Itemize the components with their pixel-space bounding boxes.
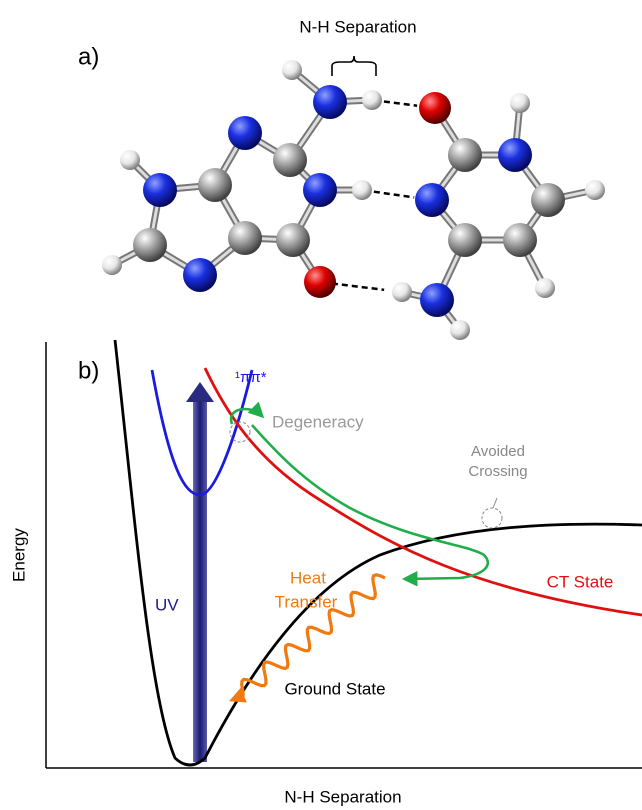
degeneracy-label: Degeneracy [272,412,364,431]
atom [535,278,555,298]
molecule [102,60,605,340]
atom [228,116,262,150]
atom [304,266,336,298]
avoided-crossing-label: Avoided [471,443,525,460]
atom [531,183,565,217]
bracket-label: N-H Separation [299,17,416,36]
heat-transfer-label: Transfer [275,592,338,611]
uv-arrow-shaft [193,400,207,762]
atom [585,180,605,200]
atom [228,221,262,255]
avoided-crossing-label: Crossing [468,463,527,480]
atom [503,223,537,257]
atom [276,223,310,257]
atom [450,320,470,340]
panel-label: b) [78,357,99,384]
atom [419,92,451,124]
bracket [332,56,376,76]
atom [303,173,337,207]
x-axis-label: N-H Separation [284,787,401,806]
atom [448,223,482,257]
figure: N-H Separation a) b) Energy N-H Separati… [0,0,642,810]
atom [120,150,140,170]
hydrogen-bond [332,283,384,289]
ground-state-label: Ground State [284,679,385,698]
atom [102,255,122,275]
ct-state-label: CT State [547,572,614,591]
page: N-H Separation a) b) Energy N-H Separati… [0,0,642,810]
atom [183,258,217,292]
atom [273,143,307,177]
atom [313,85,347,119]
pipi-label: ¹ππ* [235,369,267,386]
atom [282,60,302,80]
avoided-crossing-pointer [493,498,497,508]
atom [415,183,449,217]
atom [133,228,167,262]
atom [362,90,382,110]
uv-arrow-head [186,382,214,402]
atom [498,138,532,172]
heat-transfer-label: Heat [290,568,326,587]
relaxation-path [252,425,488,579]
atom [198,168,232,202]
hydrogen-bond [384,102,417,106]
hydrogen-bond [374,192,414,198]
atom [448,138,482,172]
uv-label: UV [155,595,179,614]
atom [420,283,454,317]
atom [352,180,372,200]
panel-label: a) [78,43,99,70]
y-axis-label: Energy [9,528,28,582]
atom [392,282,412,302]
atom [143,173,177,207]
avoided-crossing-marker [482,508,502,528]
atom [510,93,530,113]
